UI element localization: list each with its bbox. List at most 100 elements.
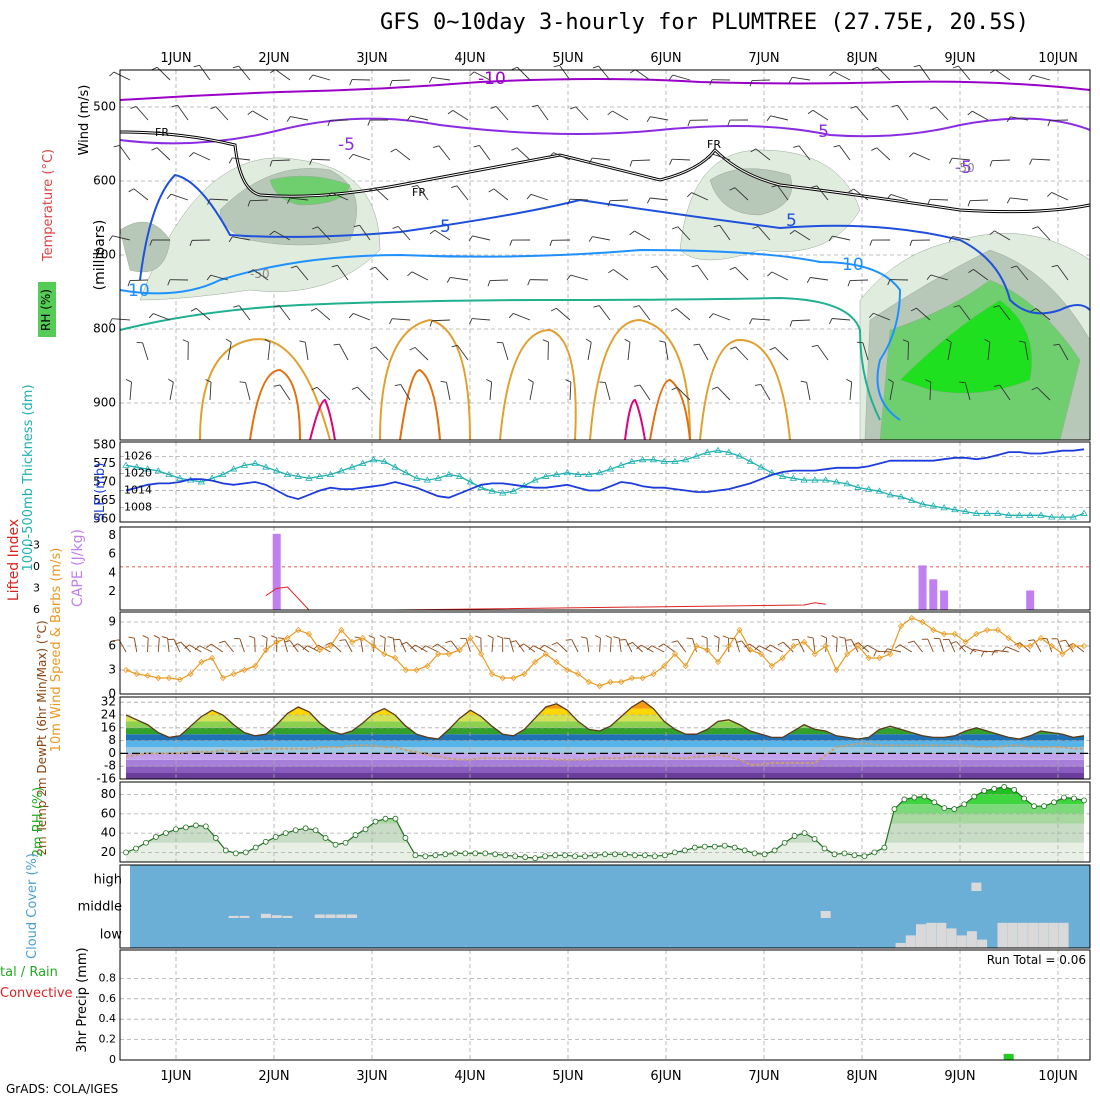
upper-wind-barb bbox=[969, 199, 989, 202]
wind-speed-marker bbox=[1059, 650, 1066, 658]
wind-speed-marker bbox=[865, 654, 872, 662]
upper-wind-barb bbox=[516, 66, 531, 81]
rh-marker bbox=[592, 852, 598, 859]
rh-marker bbox=[911, 794, 918, 801]
precip-bar bbox=[1003, 1053, 1014, 1060]
upper-wind-barb bbox=[989, 160, 993, 167]
upper-wind-barb bbox=[434, 229, 451, 241]
surface-wind-barb bbox=[735, 640, 742, 644]
upper-wind-barb bbox=[407, 271, 413, 277]
upper-wind-barb bbox=[1035, 308, 1051, 321]
thickness-marker bbox=[854, 483, 862, 490]
surface-wind-barb bbox=[797, 639, 805, 653]
upper-wind-barb bbox=[457, 345, 469, 361]
x-tick-bottom: 1JUN bbox=[160, 1069, 191, 1084]
upper-wind-barb bbox=[629, 230, 635, 236]
upper-wind-barb bbox=[585, 338, 592, 343]
upper-wind-barb bbox=[987, 342, 991, 361]
upper-wind-barb bbox=[129, 279, 149, 281]
wind-speed-marker bbox=[811, 650, 818, 658]
pressure-axis-label: (millibars) bbox=[92, 220, 108, 291]
upper-wind-barb bbox=[913, 152, 931, 161]
wind-speed-marker bbox=[219, 674, 226, 682]
surface-wind-barb bbox=[632, 642, 643, 653]
thickness-marker bbox=[1080, 509, 1088, 516]
upper-wind-barb bbox=[153, 313, 171, 321]
cloud-bar bbox=[282, 915, 293, 918]
contour-neg10 bbox=[119, 78, 1091, 101]
upper-wind-barb bbox=[646, 116, 651, 122]
rh-tick: 60 bbox=[101, 806, 116, 820]
rh-marker bbox=[123, 849, 129, 856]
rh-color-band bbox=[126, 813, 1084, 824]
upper-wind-barb bbox=[832, 318, 851, 321]
surface-wind-barb bbox=[613, 636, 620, 639]
rh-marker bbox=[741, 847, 748, 854]
upper-wind-barb bbox=[239, 381, 246, 384]
thickness-marker bbox=[800, 476, 808, 483]
surface-wind-barb bbox=[330, 642, 342, 653]
upper-wind-barb bbox=[446, 382, 451, 401]
pressure-tick: 900 bbox=[93, 396, 116, 410]
temp-color-band bbox=[126, 721, 1084, 728]
thickness-marker bbox=[412, 474, 421, 481]
upper-wind-barb bbox=[1032, 74, 1051, 81]
upper-wind-barb bbox=[400, 384, 411, 401]
surface-wind-barb bbox=[410, 644, 416, 650]
wind-speed-marker bbox=[833, 666, 840, 674]
surface-wind-barb bbox=[142, 635, 149, 639]
surface-wind-barb bbox=[883, 648, 888, 654]
wind-speed-marker bbox=[316, 646, 323, 654]
upper-wind-barb bbox=[311, 386, 318, 391]
upper-wind-barb bbox=[311, 158, 331, 161]
upper-wind-barb bbox=[511, 66, 518, 71]
wind-speed-marker bbox=[607, 678, 614, 686]
surface-wind-barb bbox=[399, 639, 407, 653]
upper-wind-barb bbox=[486, 379, 492, 383]
upper-wind-barb bbox=[869, 239, 873, 246]
surface-wind-barb bbox=[167, 638, 170, 653]
rh-marker bbox=[801, 830, 808, 837]
upper-wind-barb bbox=[926, 274, 932, 280]
upper-wind-barb bbox=[711, 386, 718, 390]
upper-wind-barb bbox=[708, 153, 714, 160]
upper-wind-barb bbox=[275, 69, 291, 81]
contour-label: -5 bbox=[812, 122, 829, 142]
surface-wind-barb bbox=[1006, 646, 1020, 653]
rh-marker bbox=[512, 853, 519, 860]
surface-wind-barb bbox=[360, 638, 364, 653]
upper-wind-barb bbox=[967, 200, 971, 207]
upper-wind-barb bbox=[394, 384, 401, 386]
x-tick-bottom: 9JUN bbox=[944, 1069, 975, 1084]
rh-marker bbox=[831, 851, 838, 858]
contour-label: -5 bbox=[338, 135, 355, 155]
upper-wind-barb bbox=[290, 197, 309, 201]
upper-wind-barb bbox=[929, 106, 936, 110]
upper-wind-barb bbox=[359, 225, 371, 241]
upper-wind-barb bbox=[871, 66, 878, 70]
surface-wind-barb bbox=[671, 640, 678, 643]
upper-wind-barb bbox=[156, 67, 171, 81]
upper-wind-barb bbox=[800, 380, 807, 383]
page-title: GFS 0~10day 3-hourly for PLUMTREE (27.75… bbox=[380, 10, 1030, 35]
wind-speed-marker bbox=[510, 674, 517, 682]
rh-marker bbox=[871, 849, 878, 856]
upper-wind-barb bbox=[812, 109, 829, 121]
wind-speed-marker bbox=[478, 650, 485, 658]
upper-wind-barb bbox=[375, 346, 389, 361]
upper-wind-barb bbox=[410, 115, 429, 121]
rh-marker bbox=[262, 838, 269, 845]
upper-wind-barb bbox=[274, 230, 291, 241]
upper-wind-barb bbox=[227, 342, 232, 361]
thickness-marker bbox=[283, 470, 292, 477]
wind-speed-marker bbox=[585, 678, 592, 686]
rh-marker bbox=[1041, 803, 1047, 810]
cloud-bar bbox=[971, 882, 982, 891]
thickness-marker bbox=[778, 472, 787, 479]
upper-wind-barb bbox=[693, 343, 700, 346]
upper-wind-barb bbox=[930, 274, 949, 281]
upper-wind-barb bbox=[493, 188, 509, 201]
wind-speed-marker bbox=[305, 630, 313, 638]
upper-wind-barb bbox=[190, 307, 197, 312]
profile-frame bbox=[119, 69, 1091, 441]
